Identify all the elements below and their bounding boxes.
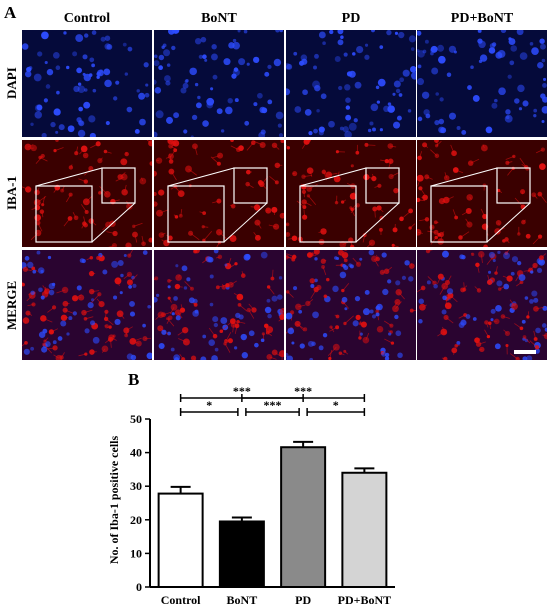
micrograph-merge-pd-bont: [417, 250, 547, 360]
column-label-bont: BoNT: [201, 11, 237, 26]
y-tick-label: 50: [130, 412, 142, 426]
y-axis-label: No. of Iba-1 positive cells: [107, 436, 121, 565]
bar-bont: [218, 520, 265, 588]
micrograph-dapi-control: [22, 30, 152, 137]
micrograph-merge-pd: [286, 250, 416, 360]
significance-label: *: [333, 398, 339, 412]
x-tick-label: PD+BoNT: [338, 593, 392, 607]
y-tick-label: 30: [130, 479, 142, 493]
x-tick-label: BoNT: [227, 593, 258, 607]
bar-control: [157, 492, 204, 589]
micrograph-dapi-bont: [154, 30, 284, 137]
y-tick-label: 40: [130, 446, 142, 460]
y-tick-label: 0: [136, 580, 142, 594]
significance-label: ***: [294, 384, 312, 398]
column-label-pd-bont: PD+BoNT: [450, 11, 514, 26]
micrograph-dapi-pd: [286, 30, 416, 137]
scale-bar: [514, 350, 536, 354]
micrograph-iba1-pd: [286, 140, 416, 247]
significance-label: *: [206, 398, 212, 412]
micrograph-iba1-pd-bont: [417, 140, 547, 247]
x-tick-label: Control: [161, 593, 201, 607]
micrograph-iba1-bont: [154, 140, 284, 247]
panel-b-label: B: [128, 370, 140, 389]
column-label-pd: PD: [341, 11, 361, 26]
significance-label: ***: [233, 384, 251, 398]
column-label-control: Control: [63, 11, 111, 26]
micrograph-merge-control: [22, 250, 152, 360]
bar-pd: [280, 446, 327, 588]
y-tick-label: 10: [130, 546, 142, 560]
panel-a-label: A: [4, 3, 17, 22]
bar-pd-bont: [341, 471, 388, 589]
micrograph-dapi-pd-bont: [417, 30, 547, 137]
significance-label: ***: [264, 398, 282, 412]
micrograph-iba1-control: [22, 140, 152, 247]
x-tick-label: PD: [295, 593, 311, 607]
y-tick-label: 20: [130, 513, 142, 527]
micrograph-merge-bont: [154, 250, 284, 360]
